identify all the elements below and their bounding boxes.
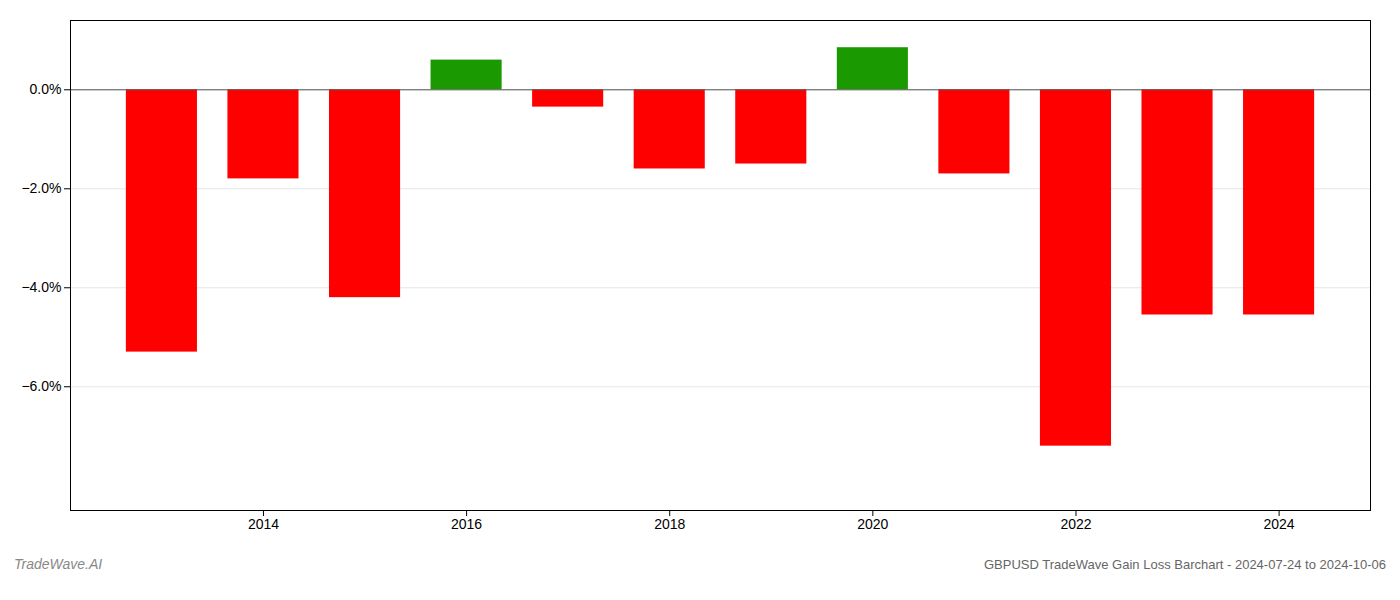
svg-text:2018: 2018 (654, 516, 685, 532)
svg-text:2014: 2014 (248, 516, 279, 532)
svg-text:2016: 2016 (451, 516, 482, 532)
html-text:GBPUSD TradeWave Gain Loss Bar: GBPUSD TradeWave Gain Loss Barchart - 20… (984, 557, 1386, 572)
svg-text:2022: 2022 (1060, 516, 1091, 532)
svg-text:0.0%: 0.0% (30, 81, 62, 97)
svg-text:2024: 2024 (1264, 516, 1295, 532)
svg-text:−2.0%: −2.0% (21, 180, 61, 196)
svg-text:−4.0%: −4.0% (21, 279, 61, 295)
svg-text:−6.0%: −6.0% (21, 378, 61, 394)
svg-text:2020: 2020 (857, 516, 888, 532)
html-text:TradeWave.AI: TradeWave.AI (14, 556, 103, 572)
